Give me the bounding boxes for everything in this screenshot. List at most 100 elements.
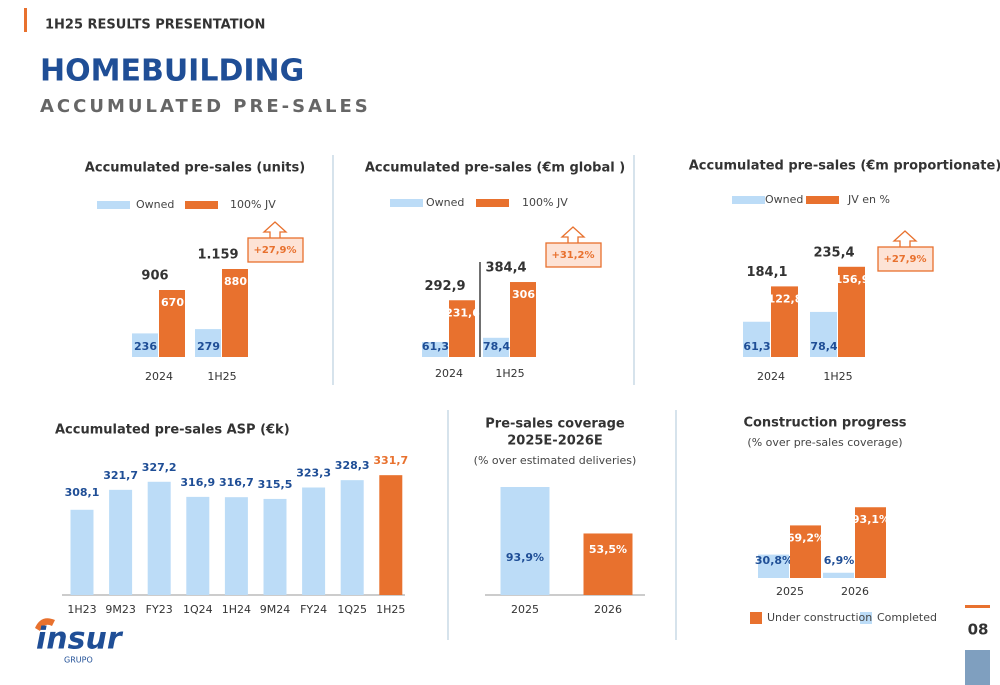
value-label: 306 [512, 288, 535, 301]
total-label: 906 [141, 269, 168, 284]
x-tick-label: 1Q24 [183, 603, 213, 616]
growth-label: +27,9% [883, 254, 926, 265]
value-label: 316,7 [219, 476, 254, 489]
growth-arrow [262, 221, 288, 238]
bar [159, 290, 185, 357]
page-accent [965, 605, 990, 608]
dividers [332, 155, 677, 640]
page-block [965, 650, 990, 685]
chart-title: Pre-sales coverage [485, 417, 625, 432]
page-number: 08 [968, 621, 989, 639]
value-label: 122,8 [768, 292, 803, 305]
legend-label: 100% JV [230, 198, 276, 211]
logo-sub: GRUPO [64, 656, 93, 665]
legend-swatch [750, 612, 762, 624]
chart-subtitle: (% over estimated deliveries) [474, 454, 637, 467]
growth-box [545, 242, 602, 268]
bar [132, 333, 158, 357]
bar [583, 533, 633, 595]
value-label: 331,7 [373, 454, 408, 467]
bar [810, 311, 837, 357]
x-tick-label: 1H25 [376, 603, 405, 616]
legend-swatch [860, 612, 872, 624]
x-tick-label: 1H25 [495, 367, 524, 380]
bar [147, 481, 171, 595]
bar [855, 507, 886, 578]
slide-title: HOMEBUILDING [40, 54, 304, 89]
bar [422, 341, 448, 357]
x-tick-label: FY24 [300, 603, 327, 616]
legend-label: Owned [426, 196, 464, 209]
x-tick-label: 2025 [776, 585, 804, 598]
bar [379, 475, 403, 595]
value-label: 78,4 [810, 340, 837, 353]
x-tick-label: 1H23 [67, 603, 96, 616]
value-label: 53,5% [589, 543, 627, 556]
total-label: 384,4 [485, 261, 526, 276]
accent-bar [24, 8, 27, 32]
x-tick-label: 2024 [145, 370, 173, 383]
legend-swatch [185, 201, 218, 209]
value-label: 93,9% [506, 551, 544, 564]
bar [823, 572, 854, 578]
logo: insur [36, 622, 124, 657]
value-label: 880 [224, 275, 247, 288]
value-label: 327,2 [142, 461, 177, 474]
legend-label: Owned [136, 198, 174, 211]
bar [263, 498, 287, 595]
value-label: 231,6 [445, 306, 480, 319]
bar [758, 554, 789, 578]
value-label: 670 [161, 296, 184, 309]
legend-swatch [732, 196, 765, 204]
value-label: 308,1 [65, 486, 100, 499]
value-label: 6,9% [824, 554, 855, 567]
value-label: 321,7 [103, 469, 138, 482]
value-label: 61,3 [743, 340, 770, 353]
growth-arrow [892, 230, 918, 247]
bar [449, 300, 475, 357]
chart-title: Accumulated pre-sales ASP (€k) [55, 423, 290, 438]
bar [483, 337, 509, 357]
chart-title: Accumulated pre-sales (€m global ) [365, 161, 625, 176]
x-tick-label: 9M24 [260, 603, 291, 616]
chart-subtitle: (% over pre-sales coverage) [747, 436, 902, 449]
bar [790, 525, 821, 578]
bar [838, 266, 865, 357]
x-tick-label: 1H24 [222, 603, 251, 616]
bar [771, 286, 798, 357]
value-label: 279 [197, 340, 220, 353]
bar [70, 509, 94, 595]
value-label: 156,9 [835, 273, 870, 286]
growth-label: +27,9% [253, 245, 296, 256]
chart-title: Accumulated pre-sales (€m proportionate) [689, 159, 1000, 174]
growth-box [247, 237, 304, 263]
total-label: 184,1 [746, 265, 787, 280]
total-label: 235,4 [813, 245, 854, 260]
x-tick-label: FY23 [146, 603, 173, 616]
growth-arrow [560, 226, 586, 243]
bar [302, 487, 326, 595]
value-label: 30,8% [755, 554, 793, 567]
legend-label: Under construction [767, 611, 872, 624]
growth-label: +31,2% [551, 250, 594, 261]
x-tick-label: 1H25 [207, 370, 236, 383]
legend-label: 100% JV [522, 196, 568, 209]
x-tick-label: 2024 [757, 370, 785, 383]
bar [195, 329, 221, 357]
legend-swatch [97, 201, 130, 209]
value-label: 61,3 [422, 340, 449, 353]
bar [510, 282, 536, 357]
value-label: 78,4 [483, 340, 510, 353]
x-tick-label: 9M23 [105, 603, 136, 616]
legend-label: Completed [877, 611, 937, 624]
value-label: 93,1% [852, 513, 890, 526]
bar [500, 487, 550, 595]
value-label: 69,2% [787, 531, 825, 544]
value-label: 316,9 [180, 476, 215, 489]
chart-title: 2025E-2026E [507, 434, 603, 449]
value-label: 315,5 [258, 478, 293, 491]
value-label: 323,3 [296, 466, 331, 479]
x-tick-label: 1Q25 [337, 603, 367, 616]
bar [340, 480, 364, 595]
